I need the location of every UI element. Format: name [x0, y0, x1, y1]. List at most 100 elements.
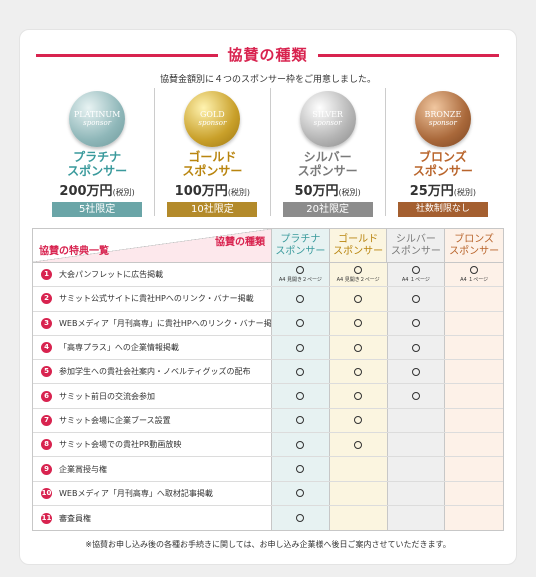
benefit-note: A4 見開き２ページ [336, 277, 380, 284]
price-tax: (税別) [453, 188, 477, 197]
table-row: 3 WEBメディア「月刊高専」に貴社HPへのリンク・バナー掲載 [33, 311, 503, 336]
benefit-cell [387, 433, 446, 457]
benefit-text: サミット会場に企業ブース設置 [59, 415, 171, 425]
section-subtitle: 協賛金額別に４つのスポンサー枠をご用意しました。 [159, 75, 376, 85]
benefit-number: 3 [41, 317, 52, 329]
benefit-cell: A4 見開き２ページ [329, 263, 388, 287]
tier-name: シルバー スポンサー [271, 150, 385, 178]
benefit-number: 7 [41, 414, 52, 426]
tier-price: 50万円(税別) [271, 180, 385, 199]
section-title-bar: 協賛の種類 [36, 45, 499, 65]
table-row: 5 参加学生への貴社会社案内・ノベルティグッズの配布 [33, 360, 503, 385]
circle-mark-icon [354, 392, 363, 401]
benefit-label: 6 サミット前日の交流会参加 [33, 384, 272, 408]
tier-platinum: PLATINUM sponsor プラチナ スポンサー 200万円(税別) 5社… [40, 88, 156, 217]
benefit-number: 6 [41, 390, 52, 402]
circle-mark-icon [411, 294, 420, 303]
tier-name-line2: スポンサー [67, 164, 128, 178]
table-row: 4 「高専プラス」への企業情報掲載 [33, 335, 503, 361]
medal-sub: sponsor [198, 119, 227, 127]
medal-sub: sponsor [428, 119, 457, 127]
header-line1: プラチナ [280, 234, 321, 245]
table-row: 2 サミット公式サイトに貴社HPへのリンク・バナー掲載 [33, 287, 503, 312]
benefit-cell: A4 １ページ [387, 263, 446, 287]
benefit-number: 1 [41, 269, 52, 281]
circle-mark-icon [296, 343, 305, 352]
tier-price: 25万円(税別) [386, 180, 500, 199]
benefit-text: サミット公式サイトに貴社HPへのリンク・バナー掲載 [59, 294, 254, 304]
circle-mark-icon [296, 266, 305, 275]
circle-mark-icon [296, 294, 305, 303]
circle-mark-icon [411, 266, 420, 275]
circle-mark-icon [411, 343, 420, 352]
price-value: 200万円 [59, 184, 113, 199]
circle-mark-icon [296, 416, 305, 425]
price-value: 100万円 [174, 184, 228, 199]
benefit-cell [445, 481, 503, 505]
tier-price: 200万円(税別) [40, 180, 154, 199]
benefit-text: 「高専プラス」への企業情報掲載 [59, 343, 179, 353]
benefit-cell [445, 433, 503, 457]
tier-limit-badge: 社数制限なし [397, 202, 488, 217]
benefit-cell [272, 408, 330, 433]
header-line2: スポンサー [390, 246, 441, 257]
benefit-cell [272, 505, 330, 531]
medal-name: BRONZE [424, 110, 462, 119]
tier-name-line2: スポンサー [412, 164, 473, 178]
circle-mark-icon [354, 294, 363, 303]
benefit-number: 9 [41, 463, 52, 475]
benefit-cell [445, 287, 503, 311]
table-body: 1 大会パンフレットに広告掲載 A4 見開き２ページ A4 見開き２ページ A4 １ペー… [33, 263, 503, 531]
benefit-cell [272, 384, 330, 408]
benefit-cell [329, 384, 388, 408]
header-platinum: プラチナ スポンサー [271, 229, 330, 262]
circle-mark-icon [296, 319, 305, 328]
medal-sub: sponsor [83, 119, 112, 127]
benefit-cell [272, 287, 330, 311]
header-line1: ブロンズ [454, 234, 495, 245]
benefit-cell: A4 見開き２ページ [272, 263, 330, 287]
table-row: 10 WEBメディア「月刊高専」へ取材記事掲載 [33, 481, 503, 506]
tier-limit-badge: 10社限定 [167, 202, 258, 217]
tier-price: 100万円(税別) [155, 180, 269, 199]
table-row: 7 サミット会場に企業ブース設置 [33, 408, 503, 434]
benefit-cell [329, 457, 388, 481]
medal-name: PLATINUM [73, 110, 121, 119]
header-line1: シルバー [395, 234, 436, 245]
benefit-number: 11 [41, 512, 52, 524]
tier-name-line2: スポンサー [297, 164, 358, 178]
benefit-label: 3 WEBメディア「月刊高専」に貴社HPへのリンク・バナー掲載 [33, 311, 272, 335]
table-row: 8 サミット会場での貴社PR動画放映 [33, 433, 503, 458]
benefit-number: 10 [41, 487, 52, 499]
benefit-cell [329, 481, 388, 505]
header-line1: ゴールド [338, 234, 379, 245]
circle-mark-icon [354, 319, 363, 328]
circle-mark-icon [411, 367, 420, 376]
circle-mark-icon [296, 489, 305, 498]
benefit-cell [272, 433, 330, 457]
circle-mark-icon [411, 392, 420, 401]
benefit-text: WEBメディア「月刊高専」に貴社HPへのリンク・バナー掲載 [59, 318, 272, 328]
benefit-cell [387, 408, 446, 433]
benefit-cell [387, 335, 446, 360]
benefit-cell [272, 311, 330, 335]
benefit-cell: A4 １ページ [445, 263, 503, 287]
header-line2: スポンサー [449, 246, 500, 257]
header-line2: スポンサー [275, 246, 326, 257]
medal-sub: sponsor [313, 119, 342, 127]
tier-silver: SILVER sponsor シルバー スポンサー 50万円(税別) 20社限定 [271, 88, 386, 217]
header-bronze: ブロンズ スポンサー [445, 229, 503, 262]
tier-limit-badge: 20社限定 [282, 202, 373, 217]
table-row: 9 企業賞授与権 [33, 457, 503, 482]
platinum-medal-icon: PLATINUM sponsor [69, 91, 126, 147]
benefit-cell [329, 408, 388, 433]
benefit-cell [329, 505, 388, 531]
table-header: 協賛の種類 協賛の特典一覧 プラチナ スポンサー ゴールド スポンサー シルバー… [33, 229, 503, 263]
benefit-label: 7 サミット会場に企業ブース設置 [33, 408, 272, 433]
benefit-cell [387, 384, 446, 408]
circle-mark-icon [296, 514, 305, 523]
circle-mark-icon [354, 416, 363, 425]
tier-name: プラチナ スポンサー [40, 150, 154, 178]
benefit-cell [272, 457, 330, 481]
benefit-cell [445, 457, 503, 481]
